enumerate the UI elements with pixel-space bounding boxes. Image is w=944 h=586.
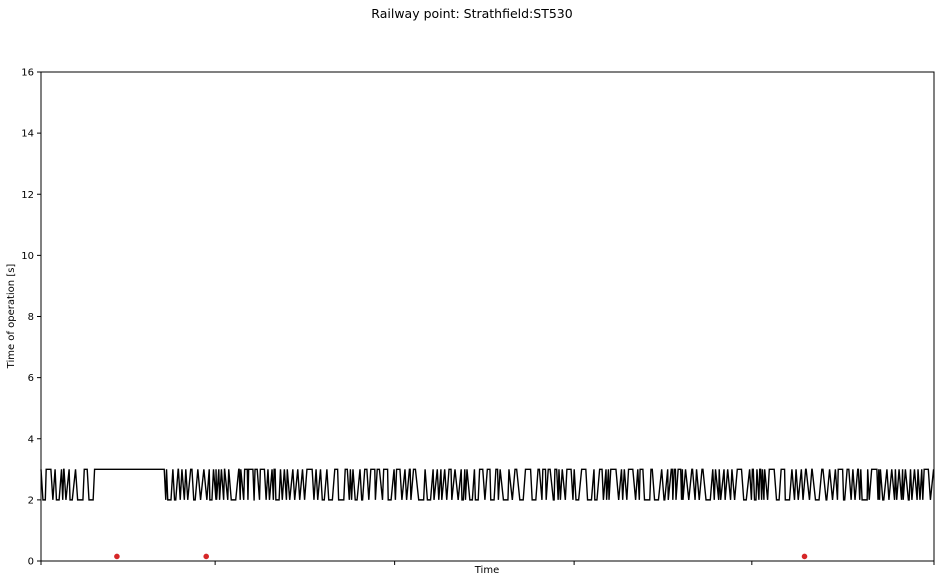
y-tick-label: 6 — [28, 373, 34, 384]
event-marker — [114, 553, 120, 560]
event-marker — [801, 553, 808, 560]
event-marker — [203, 553, 210, 560]
y-tick-label: 8 — [28, 312, 34, 323]
y-tick-label: 12 — [21, 190, 34, 201]
y-tick-label: 4 — [28, 434, 34, 445]
operation-time-line — [40, 468, 935, 501]
y-tick-label: 10 — [21, 251, 34, 262]
y-tick-label: 16 — [21, 68, 34, 79]
x-axis-label: Time — [474, 565, 499, 576]
x-axis — [40, 561, 935, 565]
y-tick-label: 0 — [28, 557, 34, 568]
y-axis-label: Time of operation [s] — [6, 264, 17, 370]
y-axis: 0 2 4 6 8 10 12 14 16 — [21, 68, 41, 568]
y-tick-label: 14 — [21, 129, 34, 140]
series-layer — [40, 468, 935, 560]
chart-title: Railway point: Strathfield:ST530 — [371, 6, 572, 21]
y-tick-label: 2 — [28, 495, 34, 506]
